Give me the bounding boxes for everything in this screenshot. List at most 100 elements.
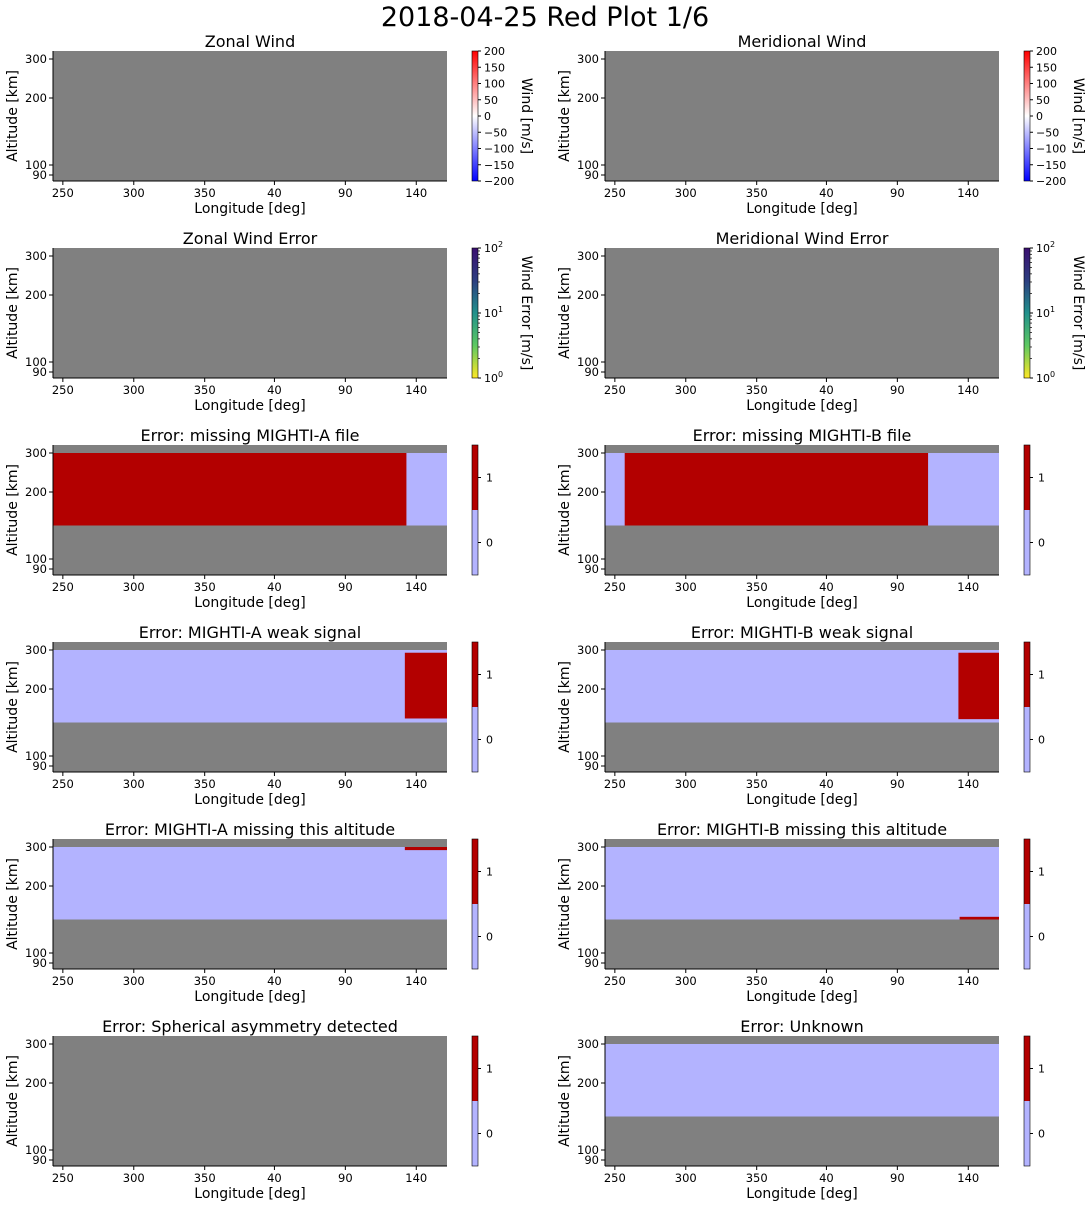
x-tick-label: 90 (890, 777, 905, 791)
colorbar-label: Wind [m/s] (1070, 78, 1086, 154)
flag-off-region (605, 1044, 999, 1117)
colorbar-tick-label: −150 (1036, 159, 1066, 172)
plot-area-nodata (53, 1036, 447, 1166)
x-tick-label: 250 (604, 383, 626, 397)
y-axis-label: Altitude [km] (557, 267, 573, 359)
colorbar-tick-label: 100 (484, 370, 503, 385)
subplot-title: Meridional Wind (738, 32, 867, 51)
colorbar: 10 (1023, 1035, 1045, 1167)
x-tick-label: 90 (338, 186, 353, 200)
colorbar-frame (471, 1035, 479, 1167)
x-axis-label: Longitude [deg] (194, 201, 305, 217)
colorbar-flag-off (1024, 707, 1030, 772)
colorbar-tick-label: −100 (1036, 143, 1066, 156)
colorbar-tick-label: 102 (484, 240, 503, 255)
subplot-10: Error: MIGHTI-B missing this altitude901… (557, 820, 1045, 1005)
y-tick-label: 90 (584, 759, 599, 773)
colorbar-label: Wind [m/s] (518, 78, 534, 154)
x-tick-label: 350 (746, 186, 768, 200)
y-tick-label: 200 (577, 288, 599, 302)
x-axis-label: Longitude [deg] (194, 1186, 305, 1202)
x-tick-label: 250 (52, 974, 74, 988)
x-tick-label: 140 (405, 1171, 427, 1185)
colorbar-tick-label: 1 (486, 866, 493, 879)
colorbar-frame (1023, 641, 1031, 773)
x-tick-label: 300 (123, 777, 145, 791)
y-tick-label: 100 (577, 552, 599, 566)
y-tick-label: 100 (577, 946, 599, 960)
colorbar-tick-label: 1 (486, 1063, 493, 1076)
y-tick-label: 300 (577, 52, 599, 66)
colorbar-gradient (1024, 248, 1030, 378)
y-tick-label: 90 (584, 1153, 599, 1167)
y-tick-label: 300 (577, 1037, 599, 1051)
x-tick-label: 350 (194, 580, 216, 594)
x-tick-label: 300 (675, 383, 697, 397)
y-tick-label: 100 (25, 946, 47, 960)
colorbar-tick-label: −200 (1036, 175, 1066, 188)
x-tick-label: 250 (604, 580, 626, 594)
colorbar-frame (471, 838, 479, 970)
colorbar-tick-label: −100 (484, 143, 514, 156)
figure-title: 2018-04-25 Red Plot 1/6 (380, 2, 710, 33)
y-tick-label: 300 (25, 643, 47, 657)
x-tick-label: 140 (957, 974, 979, 988)
y-tick-label: 100 (577, 749, 599, 763)
colorbar-tick-label: −200 (484, 175, 514, 188)
x-tick-label: 250 (604, 777, 626, 791)
y-tick-label: 200 (577, 879, 599, 893)
y-tick-label: 200 (577, 682, 599, 696)
y-tick-label: 90 (32, 1153, 47, 1167)
x-axis-label: Longitude [deg] (746, 989, 857, 1005)
colorbar-flag-on (1024, 642, 1030, 707)
y-tick-label: 90 (584, 168, 599, 182)
colorbar-flag-off (472, 1101, 478, 1166)
y-tick-label: 90 (32, 168, 47, 182)
x-tick-label: 250 (604, 186, 626, 200)
subplot-9: Error: MIGHTI-A missing this altitude901… (5, 820, 493, 1005)
x-tick-label: 90 (890, 186, 905, 200)
colorbar-tick-label: 100 (484, 78, 505, 91)
y-axis-label: Altitude [km] (5, 267, 21, 359)
y-axis-label: Altitude [km] (5, 1055, 21, 1147)
y-tick-label: 300 (25, 52, 47, 66)
colorbar-tick-label: 0 (1038, 537, 1045, 550)
colorbar-tick-label: 100 (1036, 370, 1055, 385)
x-tick-label: 90 (890, 1171, 905, 1185)
y-tick-label: 90 (584, 365, 599, 379)
colorbar-tick-label: 0 (1036, 110, 1043, 123)
colorbar-tick-label: 0 (486, 1128, 493, 1141)
colorbar-flag-off (472, 510, 478, 575)
x-axis-label: Longitude [deg] (194, 595, 305, 611)
x-tick-label: 40 (819, 974, 834, 988)
y-tick-label: 300 (577, 643, 599, 657)
x-tick-label: 350 (746, 580, 768, 594)
x-tick-label: 140 (405, 186, 427, 200)
y-axis-label: Altitude [km] (5, 858, 21, 950)
x-tick-label: 250 (52, 1171, 74, 1185)
y-tick-label: 300 (577, 840, 599, 854)
subplot-title: Error: missing MIGHTI-B file (693, 426, 912, 445)
x-tick-label: 40 (267, 777, 282, 791)
subplot-5: Error: missing MIGHTI-A file901002003002… (5, 426, 493, 611)
subplot-8: Error: MIGHTI-B weak signal9010020030025… (557, 623, 1045, 808)
x-tick-label: 250 (52, 186, 74, 200)
y-tick-label: 100 (25, 158, 47, 172)
x-tick-label: 300 (675, 1171, 697, 1185)
x-tick-label: 90 (338, 383, 353, 397)
flag-off-region (605, 847, 999, 920)
flag-off-region (605, 650, 999, 723)
x-axis-label: Longitude [deg] (746, 201, 857, 217)
flag-on-region (958, 652, 999, 720)
colorbar-gradient (1024, 51, 1030, 181)
colorbar-tick-label: 1 (1038, 669, 1045, 682)
colorbar: 200 150 100 50 0 −50 −100 −150 −200 Wind [m/s] (471, 45, 534, 188)
colorbar-flag-on (472, 1036, 478, 1101)
x-tick-label: 90 (338, 1171, 353, 1185)
x-tick-label: 350 (746, 383, 768, 397)
y-tick-label: 300 (25, 840, 47, 854)
y-tick-label: 200 (25, 682, 47, 696)
colorbar-tick-label: 0 (486, 734, 493, 747)
